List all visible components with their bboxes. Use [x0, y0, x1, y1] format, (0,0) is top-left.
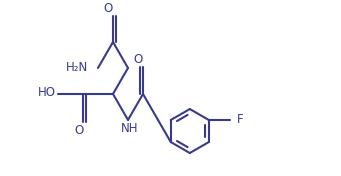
Text: O: O [74, 124, 84, 137]
Text: F: F [237, 112, 243, 125]
Text: HO: HO [38, 86, 56, 99]
Text: H₂N: H₂N [66, 61, 88, 74]
Text: O: O [103, 2, 113, 15]
Text: NH: NH [121, 122, 139, 136]
Text: O: O [133, 54, 143, 67]
